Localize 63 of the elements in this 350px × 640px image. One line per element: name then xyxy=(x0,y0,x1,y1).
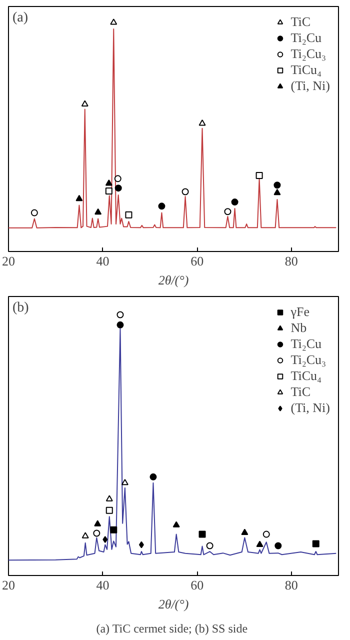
legend-label: Ti₂Cu₃ xyxy=(290,352,326,368)
point xyxy=(105,180,112,186)
point xyxy=(138,541,144,548)
x-axis-title: 2θ/(°) xyxy=(158,272,189,288)
legend-label: (Ti, Ni) xyxy=(290,78,330,94)
point xyxy=(224,208,232,216)
point xyxy=(94,520,102,526)
x-tick-label: 80 xyxy=(284,254,298,268)
point xyxy=(76,194,83,202)
legend-label: (Ti, Ni) xyxy=(290,400,330,416)
legend-label: γFe xyxy=(290,304,310,320)
point xyxy=(231,198,238,206)
legend-label: TiC xyxy=(290,384,311,400)
point xyxy=(116,321,124,328)
point xyxy=(274,182,281,189)
point xyxy=(30,209,38,216)
point xyxy=(121,478,128,486)
x-tick-label: 80 xyxy=(284,578,298,592)
legend-label: TiCu₄ xyxy=(290,62,322,78)
x-tick-label: 20 xyxy=(2,578,15,592)
x-tick-label: 40 xyxy=(96,578,110,592)
point xyxy=(106,495,113,502)
point xyxy=(81,100,88,107)
point xyxy=(312,540,320,548)
legend-label: Nb xyxy=(290,320,308,336)
point xyxy=(106,506,113,514)
point xyxy=(158,202,166,210)
point xyxy=(105,188,112,195)
x-tick-label: 20 xyxy=(2,254,15,268)
point xyxy=(198,530,206,538)
text: (a) TiC cermet side; (b) SS side xyxy=(96,622,248,636)
chart-title: (b) xyxy=(12,300,30,316)
legend-label: TiC xyxy=(290,14,311,30)
point xyxy=(256,540,264,547)
legend-label: Ti₂Cu₃ xyxy=(290,46,326,62)
point xyxy=(274,188,281,196)
point xyxy=(150,473,157,480)
point xyxy=(110,18,118,25)
point xyxy=(110,526,118,534)
point xyxy=(198,120,206,126)
point xyxy=(114,175,122,182)
legend-label: Ti₂Cu xyxy=(290,30,322,46)
point xyxy=(256,172,263,179)
x-tick-label: 40 xyxy=(96,254,110,268)
legend-label: Ti₂Cu xyxy=(290,336,322,352)
point xyxy=(93,530,100,537)
x-tick-label: 60 xyxy=(190,578,204,592)
x-axis-title: 2θ/(°) xyxy=(158,596,189,612)
point xyxy=(94,208,102,215)
point xyxy=(182,188,189,196)
chart-title: (a) xyxy=(12,10,28,26)
point xyxy=(116,311,124,318)
point xyxy=(114,184,122,192)
point xyxy=(262,530,270,538)
point xyxy=(102,536,108,544)
point xyxy=(125,211,132,218)
x-tick-label: 60 xyxy=(190,254,204,268)
point xyxy=(172,521,180,528)
point xyxy=(241,528,248,535)
legend-label: TiCu₄ xyxy=(290,368,322,384)
point xyxy=(274,542,282,550)
point xyxy=(206,542,214,550)
point xyxy=(82,532,89,538)
